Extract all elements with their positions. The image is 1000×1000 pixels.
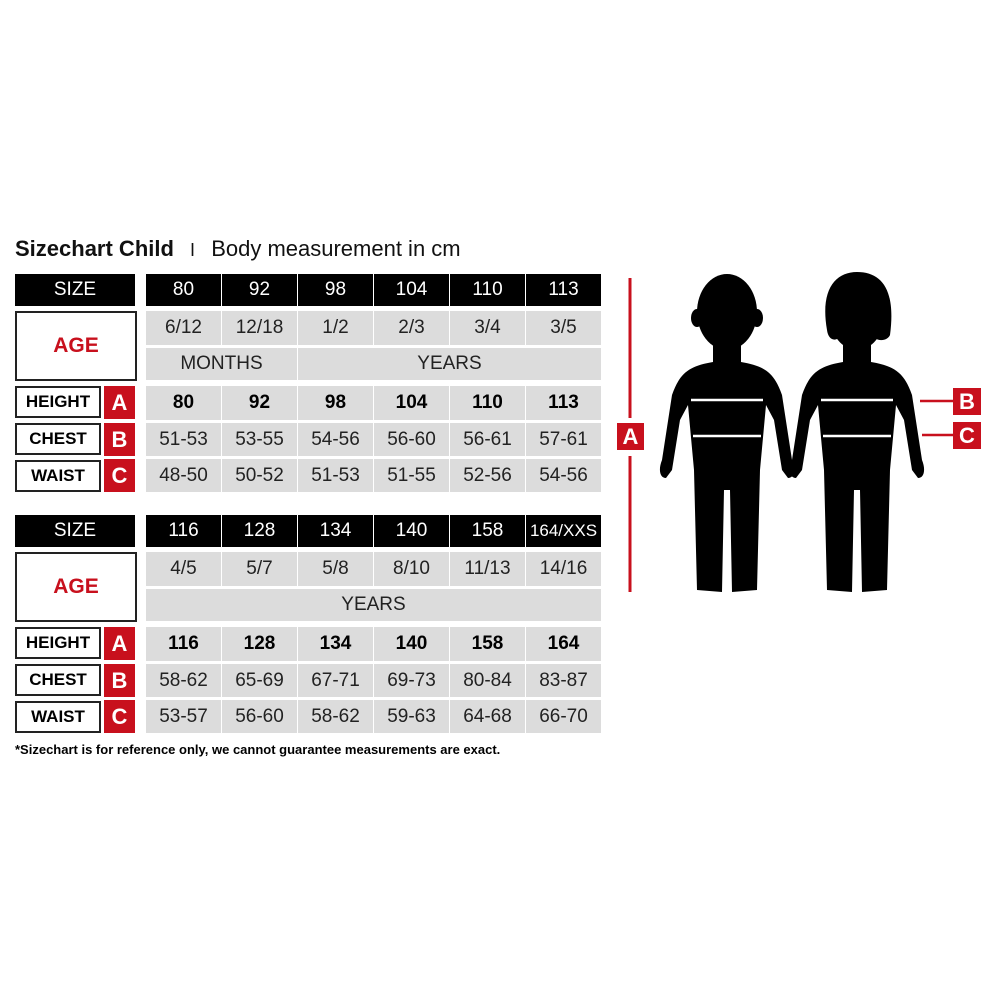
size-cell: 128 — [222, 515, 297, 547]
size-cell: 92 — [222, 274, 297, 306]
age-label: AGE — [15, 552, 137, 622]
size-cell: 113 — [526, 274, 601, 306]
age-cell: 2/3 — [374, 311, 449, 345]
age-cell: 6/12 — [146, 311, 221, 345]
boy-silhouette — [659, 274, 795, 592]
chest-cell: 56-61 — [450, 423, 525, 456]
waist-cell: 48-50 — [146, 459, 221, 492]
height-letter: A — [104, 627, 135, 660]
waist-letter: C — [104, 459, 135, 492]
height-cell: 80 — [146, 386, 221, 420]
chest-cell: 69-73 — [374, 664, 449, 697]
chest-cell: 58-62 — [146, 664, 221, 697]
age-label: AGE — [15, 311, 137, 381]
waist-cell: 64-68 — [450, 700, 525, 733]
waist-cell: 53-57 — [146, 700, 221, 733]
height-label: HEIGHT — [15, 627, 101, 659]
waist-cell: 51-53 — [298, 459, 373, 492]
size-cell: 164/XXS — [526, 515, 601, 547]
height-cell: 104 — [374, 386, 449, 420]
size-cell: 98 — [298, 274, 373, 306]
chest-letter: B — [104, 423, 135, 456]
title-subtitle: Body measurement in cm — [211, 236, 461, 261]
chest-label: CHEST — [15, 664, 101, 696]
height-cell: 140 — [374, 627, 449, 661]
height-cell: 92 — [222, 386, 297, 420]
chest-cell: 54-56 — [298, 423, 373, 456]
waist-cell: 54-56 — [526, 459, 601, 492]
title-main: Sizechart Child — [15, 236, 174, 261]
waist-cell: 50-52 — [222, 459, 297, 492]
size-cell: 158 — [450, 515, 525, 547]
page-title: Sizechart Child I Body measurement in cm — [15, 236, 461, 262]
chest-cell: 80-84 — [450, 664, 525, 697]
waist-cell: 56-60 — [222, 700, 297, 733]
waist-cell: 66-70 — [526, 700, 601, 733]
waist-cell: 59-63 — [374, 700, 449, 733]
age-cell: 5/8 — [298, 552, 373, 586]
size-cell: 140 — [374, 515, 449, 547]
size-cell: 80 — [146, 274, 221, 306]
height-cell: 164 — [526, 627, 601, 661]
age-cell: 3/5 — [526, 311, 601, 345]
height-cell: 110 — [450, 386, 525, 420]
age-unit-cell: MONTHS — [146, 348, 297, 380]
height-marker-a: A — [617, 423, 644, 450]
footnote: *Sizechart is for reference only, we can… — [15, 742, 501, 757]
age-cell: 12/18 — [222, 311, 297, 345]
size-cell: 134 — [298, 515, 373, 547]
waist-cell: 58-62 — [298, 700, 373, 733]
height-cell: 158 — [450, 627, 525, 661]
chest-label: CHEST — [15, 423, 101, 455]
height-cell: 116 — [146, 627, 221, 661]
waist-marker-c: C — [953, 422, 981, 449]
age-cell: 14/16 — [526, 552, 601, 586]
height-cell: 98 — [298, 386, 373, 420]
waist-cell: 51-55 — [374, 459, 449, 492]
age-unit-cell: YEARS — [146, 589, 601, 621]
age-cell: 3/4 — [450, 311, 525, 345]
size-cell: 116 — [146, 515, 221, 547]
waist-label: WAIST — [15, 460, 101, 492]
chest-cell: 53-55 — [222, 423, 297, 456]
chest-marker-b: B — [953, 388, 981, 415]
waist-label: WAIST — [15, 701, 101, 733]
chest-letter: B — [104, 664, 135, 697]
chest-cell: 83-87 — [526, 664, 601, 697]
chest-cell: 67-71 — [298, 664, 373, 697]
chest-cell: 57-61 — [526, 423, 601, 456]
age-cell: 11/13 — [450, 552, 525, 586]
size-cell: 110 — [450, 274, 525, 306]
title-separator: I — [190, 240, 196, 260]
height-letter: A — [104, 386, 135, 419]
age-cell: 5/7 — [222, 552, 297, 586]
size-label: SIZE — [15, 515, 135, 547]
height-cell: 128 — [222, 627, 297, 661]
age-cell: 8/10 — [374, 552, 449, 586]
height-cell: 113 — [526, 386, 601, 420]
height-cell: 134 — [298, 627, 373, 661]
size-cell: 104 — [374, 274, 449, 306]
girl-silhouette — [789, 272, 925, 592]
age-unit-cell: YEARS — [298, 348, 601, 380]
waist-cell: 52-56 — [450, 459, 525, 492]
chest-cell: 51-53 — [146, 423, 221, 456]
height-label: HEIGHT — [15, 386, 101, 418]
chest-cell: 65-69 — [222, 664, 297, 697]
chest-cell: 56-60 — [374, 423, 449, 456]
age-cell: 1/2 — [298, 311, 373, 345]
waist-letter: C — [104, 700, 135, 733]
age-cell: 4/5 — [146, 552, 221, 586]
size-label: SIZE — [15, 274, 135, 306]
